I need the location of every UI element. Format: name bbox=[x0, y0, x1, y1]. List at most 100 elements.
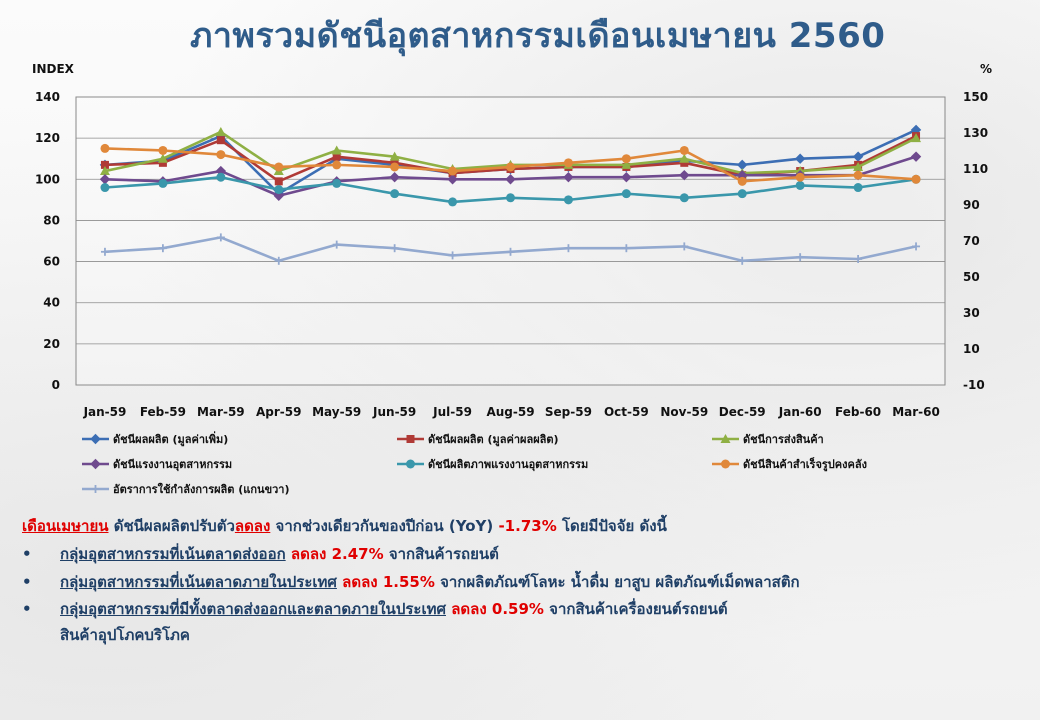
legend-label: ดัชนีผลผลิต (มูลค่าผลผลิต) bbox=[428, 433, 559, 447]
data-point bbox=[216, 136, 225, 145]
x-tick-label: Jan-60 bbox=[778, 405, 822, 419]
data-point bbox=[100, 143, 110, 153]
data-point bbox=[274, 177, 283, 186]
data-point bbox=[332, 240, 341, 249]
data-point bbox=[100, 247, 109, 256]
data-point bbox=[853, 170, 863, 180]
summary-text-2: จากช่วงเดียวกันของปีก่อน (YoY) bbox=[270, 517, 499, 535]
data-point bbox=[506, 247, 515, 256]
right-tick-label: 150 bbox=[963, 90, 988, 104]
data-point bbox=[99, 166, 110, 176]
data-point bbox=[406, 459, 415, 469]
data-point bbox=[621, 154, 631, 164]
bullet-symbol: • bbox=[22, 600, 32, 619]
data-point bbox=[448, 166, 458, 176]
data-point bbox=[796, 253, 805, 262]
data-point bbox=[622, 244, 631, 253]
summary-bullet: • กลุ่มอุตสาหกรรมที่เน้นตลาดภายในประเทศ … bbox=[22, 572, 1022, 594]
x-tick-label: Feb-59 bbox=[140, 405, 186, 419]
data-point bbox=[274, 162, 284, 172]
x-tick-label: Oct-59 bbox=[604, 405, 649, 419]
data-point bbox=[506, 193, 515, 203]
summary-down-word: ลดลง bbox=[234, 517, 271, 535]
data-point bbox=[447, 174, 458, 185]
data-point bbox=[563, 158, 573, 168]
left-tick-label: 80 bbox=[43, 213, 60, 227]
bullet-symbol: • bbox=[22, 544, 32, 563]
left-tick-label: 120 bbox=[35, 131, 60, 145]
series-group bbox=[99, 151, 922, 201]
data-point bbox=[794, 153, 806, 164]
data-point bbox=[448, 197, 458, 207]
data-point bbox=[679, 193, 689, 203]
summary-bullet: • กลุ่มอุตสาหกรรมที่มีทั้งตลาดส่งออกและต… bbox=[22, 599, 1022, 621]
right-tick-label: 130 bbox=[963, 126, 988, 140]
x-tick-label: Feb-60 bbox=[835, 405, 881, 419]
data-point bbox=[721, 459, 730, 469]
data-point bbox=[679, 153, 690, 163]
data-point bbox=[100, 183, 110, 193]
data-point bbox=[505, 174, 516, 185]
left-tick-label: 20 bbox=[43, 337, 60, 351]
legend-item: ดัชนีผลิตภาพแรงงานอุตสาหกรรม bbox=[397, 458, 588, 472]
x-tick-label: Mar-60 bbox=[892, 405, 940, 419]
summary-month: เดือนเมษายน bbox=[22, 517, 109, 535]
data-point bbox=[621, 159, 632, 169]
data-point bbox=[390, 189, 400, 199]
x-tick-label: Mar-59 bbox=[197, 405, 245, 419]
data-point bbox=[90, 433, 101, 445]
summary-text-3: โดยมีปัจจัย ดังนี้ bbox=[556, 517, 667, 535]
x-tick-label: Nov-59 bbox=[660, 405, 708, 419]
x-tick-label: Sep-59 bbox=[545, 405, 592, 419]
summary-continuation: สินค้าอุปโภคบริโภค bbox=[60, 626, 190, 644]
bullet-change: ลดลง 1.55% bbox=[336, 572, 435, 591]
x-tick-label: Jul-59 bbox=[432, 405, 472, 419]
bullet-detail: จากสินค้ารถยนต์ bbox=[383, 544, 499, 563]
bullet-detail: จากผลิตภัณฑ์โลหะ น้ำดื่ม ยาสูบ ผลิตภัณฑ์… bbox=[434, 572, 800, 591]
data-point bbox=[738, 256, 747, 265]
data-point bbox=[216, 233, 225, 242]
data-point bbox=[563, 172, 574, 183]
left-tick-label: 100 bbox=[35, 172, 60, 186]
data-point bbox=[912, 242, 921, 251]
data-point bbox=[390, 162, 400, 172]
legend-label: ดัชนีแรงงานอุตสาหกรรม bbox=[113, 458, 232, 472]
data-point bbox=[332, 178, 342, 188]
data-point bbox=[390, 244, 399, 253]
data-point bbox=[737, 176, 747, 186]
data-point bbox=[911, 174, 921, 184]
data-point bbox=[680, 242, 689, 251]
summary-yoy-value: -1.73% bbox=[498, 517, 557, 535]
data-point bbox=[273, 190, 284, 201]
legend-item: ดัชนีการส่งสินค้า bbox=[712, 433, 824, 446]
legend-label: ดัชนีการส่งสินค้า bbox=[743, 433, 824, 446]
x-tick-label: Jan-59 bbox=[83, 405, 127, 419]
right-tick-label: 70 bbox=[963, 234, 980, 248]
data-point bbox=[910, 151, 922, 162]
data-point bbox=[332, 152, 341, 161]
series-group bbox=[100, 143, 921, 186]
legend-item: อัตราการใช้กำลังการผลิต (แกนขวา) bbox=[82, 482, 289, 496]
data-point bbox=[389, 151, 400, 161]
data-point bbox=[679, 169, 690, 181]
x-tick-label: Apr-59 bbox=[256, 405, 301, 419]
data-point bbox=[274, 256, 283, 265]
data-point bbox=[621, 172, 632, 183]
data-point bbox=[157, 153, 168, 163]
bullet-group: กลุ่มอุตสาหกรรมที่มีทั้งตลาดส่งออกและตลา… bbox=[60, 600, 446, 619]
summary-bullet: • กลุ่มอุตสาหกรรมที่เน้นตลาดส่งออก ลดลง … bbox=[22, 544, 1022, 566]
data-point bbox=[911, 133, 922, 143]
data-point bbox=[448, 251, 457, 260]
data-point bbox=[506, 162, 515, 172]
line-chart: 0 20 40 60 80 100 120 140 -10 10 30 50 70 90 110 130 150… bbox=[32, 62, 992, 496]
bullet-change: ลดลง 2.47% bbox=[285, 544, 384, 563]
bullet-group: กลุ่มอุตสาหกรรมที่เน้นตลาดส่งออก bbox=[60, 544, 286, 563]
x-tick-label: Aug-59 bbox=[486, 405, 534, 419]
x-tick-label: Dec-59 bbox=[719, 405, 766, 419]
x-tick-label: Jun-59 bbox=[372, 405, 416, 419]
data-point bbox=[158, 158, 167, 167]
x-tick-label: May-59 bbox=[312, 405, 361, 419]
bullet-symbol: • bbox=[22, 572, 32, 591]
right-tick-label: 10 bbox=[963, 342, 980, 356]
